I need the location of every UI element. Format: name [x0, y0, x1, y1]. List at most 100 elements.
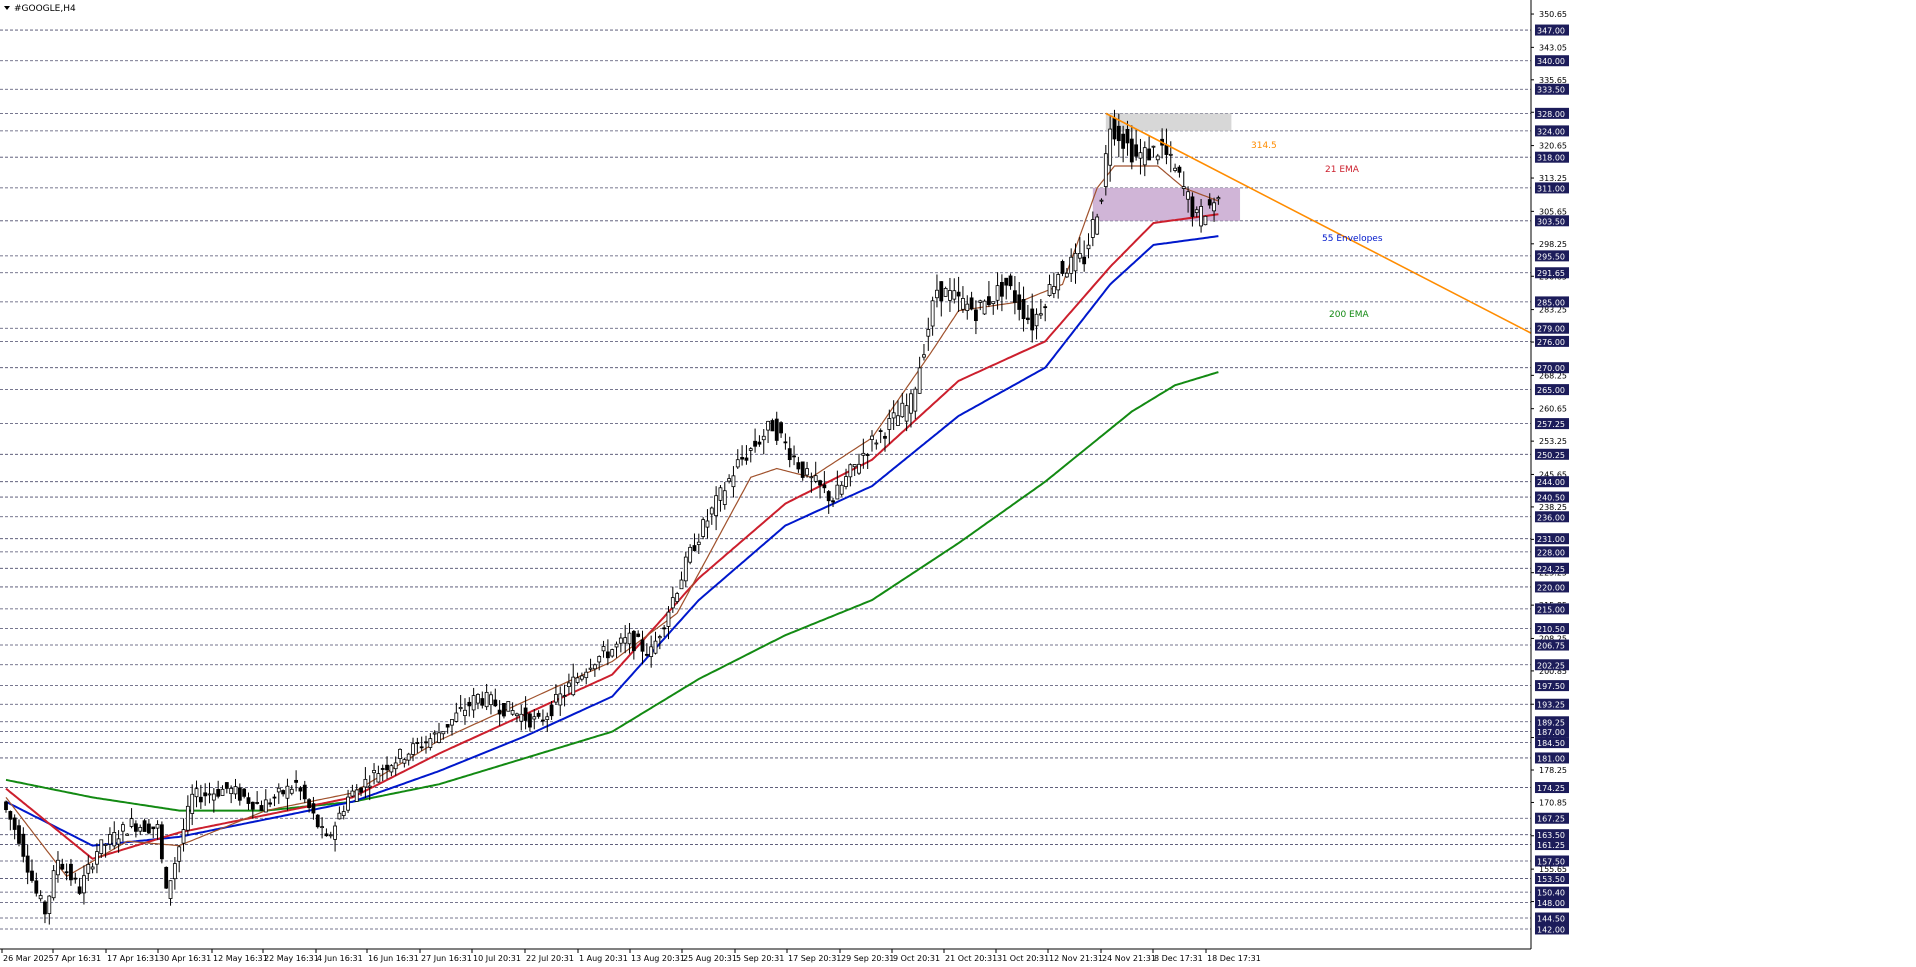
- price-level-label: 270.00: [1537, 364, 1565, 373]
- candle-bear: [974, 309, 978, 322]
- candle-bull: [1142, 147, 1147, 166]
- candle-bull: [696, 541, 701, 545]
- candle-bear: [69, 863, 73, 881]
- price-level-tag: [1535, 448, 1569, 460]
- price-level-label: 236.00: [1537, 513, 1565, 522]
- x-tick-label: 27 Jun 16:31: [421, 954, 472, 963]
- candle-bear: [865, 454, 870, 456]
- candle-bull: [995, 285, 1000, 301]
- candle-bear: [315, 814, 320, 828]
- candle-bull: [709, 507, 714, 515]
- y-tick-label: 200.85: [1539, 667, 1567, 676]
- candle-bull: [1095, 216, 1100, 235]
- price-level-tag: [1535, 107, 1569, 119]
- candle-bull: [766, 420, 770, 431]
- price-level-tag: [1535, 125, 1569, 137]
- y-tick-label: 238.25: [1539, 503, 1567, 512]
- candle-bull: [610, 649, 615, 657]
- x-tick-label: 17 Apr 16:31: [107, 954, 159, 963]
- candle-bear: [774, 418, 779, 441]
- price-level-tag: [1535, 716, 1569, 728]
- candle-bear: [12, 817, 17, 830]
- chevron-down-icon[interactable]: [4, 6, 10, 10]
- candle-bear: [744, 457, 749, 461]
- candle-bull: [354, 789, 359, 802]
- candle-bull: [190, 793, 195, 814]
- candle-bear: [528, 713, 532, 728]
- price-level-label: 215.00: [1537, 605, 1565, 614]
- candle-bull: [805, 468, 809, 476]
- candle-bull: [683, 556, 688, 582]
- candle-bear: [796, 462, 801, 470]
- x-tick-label: 31 Oct 20:31: [997, 954, 1049, 963]
- candle-bull: [891, 412, 896, 419]
- y-tick-label: 335.65: [1539, 76, 1567, 85]
- candle-bear: [385, 764, 389, 771]
- candle-bear: [1116, 125, 1121, 142]
- price-level-label: 291.65: [1537, 269, 1565, 278]
- price-level-label: 295.50: [1537, 252, 1565, 261]
- candle-bull: [961, 298, 965, 310]
- x-tick-label: 26 Mar 2025: [3, 954, 54, 963]
- y-tick-label: 208.25: [1539, 634, 1567, 643]
- candle-bear: [60, 863, 65, 870]
- candle-bull: [952, 290, 957, 300]
- price-level-label: 150.40: [1537, 889, 1565, 898]
- price-level-tag: [1535, 384, 1569, 396]
- candle-bear: [1177, 166, 1182, 173]
- x-tick-label: 16 Jun 16:31: [368, 954, 419, 963]
- candle-bear: [30, 870, 34, 881]
- candle-bull: [1086, 244, 1091, 250]
- price-level-label: 328.00: [1537, 110, 1565, 119]
- y-tick-label: 260.65: [1539, 405, 1567, 414]
- candle-bull: [1194, 209, 1199, 213]
- price-level-tag: [1535, 680, 1569, 692]
- candle-bull: [121, 824, 125, 832]
- candle-bull: [519, 713, 524, 722]
- x-tick-label: 25 Aug 20:31: [683, 954, 737, 963]
- candle-bull: [1155, 155, 1160, 161]
- price-level-tag: [1535, 737, 1569, 749]
- candle-bear: [242, 788, 247, 797]
- price-level-tag: [1535, 698, 1569, 710]
- candle-bull: [618, 637, 623, 644]
- candle-bull: [51, 870, 56, 899]
- candle-bear: [779, 422, 783, 434]
- candle-bear: [549, 704, 554, 717]
- candle-bull: [1099, 199, 1104, 202]
- candle-bear: [4, 801, 8, 811]
- x-tick-label: 18 Dec 17:31: [1207, 954, 1261, 963]
- candle-bull: [809, 476, 814, 479]
- price-level-tag: [1535, 24, 1569, 36]
- candle-bull: [982, 300, 987, 315]
- x-tick-label: 7 Apr 16:31: [54, 954, 101, 963]
- candle-bear: [605, 651, 610, 659]
- candle-bull: [926, 329, 931, 337]
- candle-bear: [237, 787, 242, 801]
- candle-bull: [545, 716, 550, 720]
- candle-bull: [220, 788, 225, 796]
- candle-bull: [402, 759, 407, 764]
- candle-bear: [822, 484, 827, 489]
- price-level-label: 144.50: [1537, 915, 1565, 924]
- price-level-label: 333.50: [1537, 86, 1565, 95]
- candle-bear: [1043, 306, 1048, 309]
- candle-bear: [800, 461, 805, 478]
- y-tick-label: 268.25: [1539, 371, 1567, 380]
- candle-bull: [155, 824, 160, 829]
- price-level-label: 181.00: [1537, 754, 1565, 763]
- candle-bull: [337, 812, 342, 820]
- descending-trendline[interactable]: [1105, 112, 1532, 334]
- y-tick-label: 320.65: [1539, 142, 1567, 151]
- y-tick-label: 178.25: [1539, 766, 1567, 775]
- candle-bear: [324, 833, 329, 837]
- candle-bear: [502, 703, 506, 717]
- candle-bear: [224, 782, 229, 789]
- candle-bull: [813, 475, 818, 482]
- candle-bear: [536, 712, 541, 717]
- envelope55-line: [5, 235, 1219, 847]
- candle-bear: [493, 699, 498, 707]
- candle-bull: [588, 667, 593, 670]
